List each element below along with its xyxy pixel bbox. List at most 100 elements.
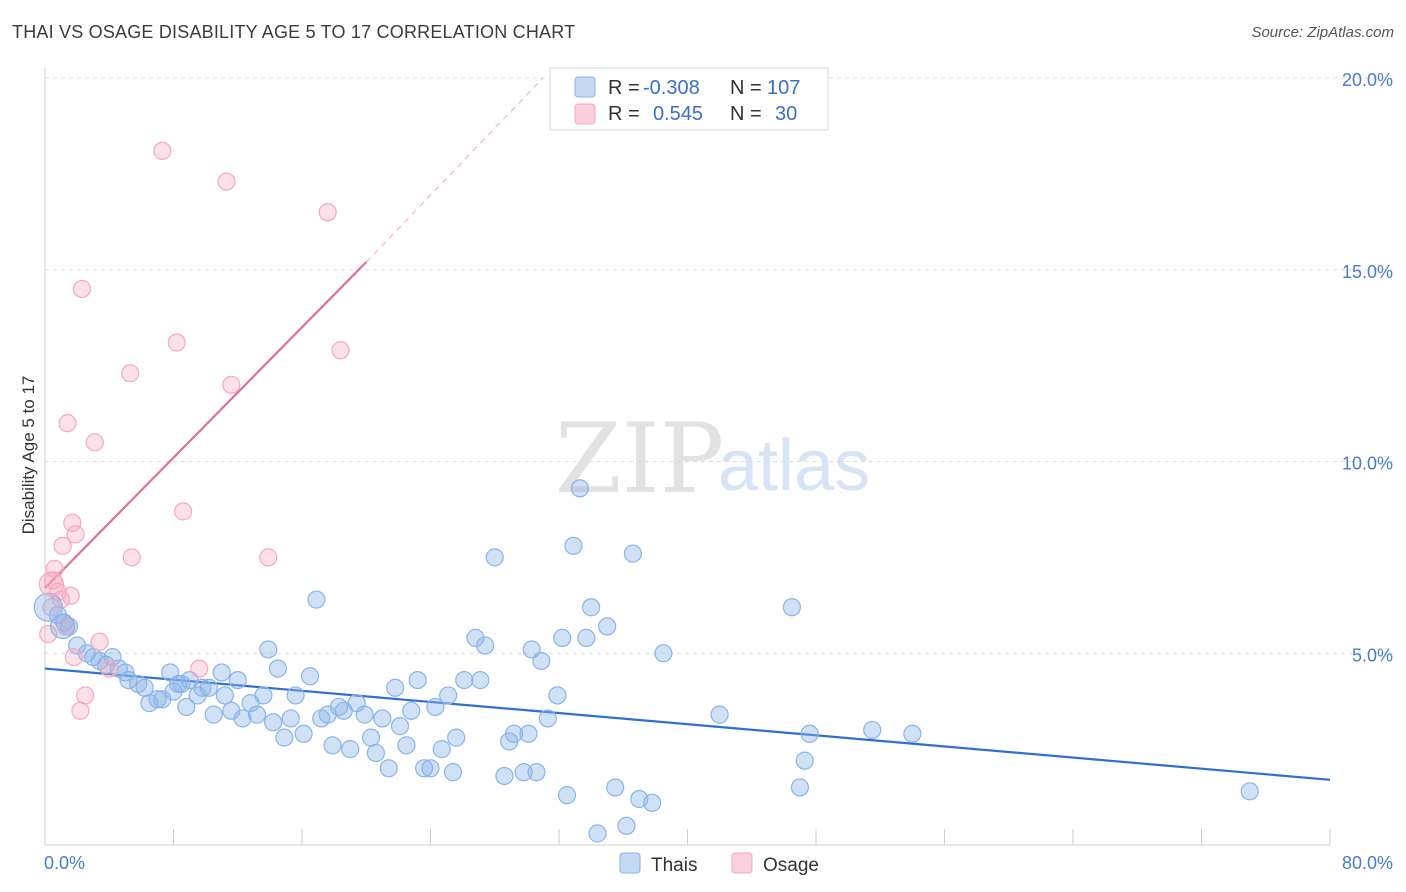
data-point-thais-large	[33, 592, 63, 622]
data-point-thais	[476, 636, 495, 655]
data-point-thais	[538, 709, 557, 728]
data-point-thais	[281, 709, 300, 728]
data-point-thais	[199, 678, 218, 697]
data-point-thais	[514, 763, 533, 782]
data-point-osage	[259, 548, 278, 567]
data-point-thais	[204, 705, 223, 724]
y-tick-label: 20.0%	[1342, 70, 1393, 90]
data-point-thais	[795, 751, 814, 770]
data-point-osage	[217, 172, 236, 191]
data-point-thais	[373, 709, 392, 728]
data-point-osage	[45, 559, 64, 578]
data-point-thais	[570, 479, 589, 498]
data-point-thais	[148, 690, 167, 709]
y-axis-label: Disability Age 5 to 17	[19, 376, 38, 535]
grid-lines	[45, 77, 1395, 654]
data-point-thais	[307, 590, 326, 609]
data-point-thais	[522, 640, 541, 659]
data-point-thais-large	[50, 613, 76, 640]
legend-swatch-thais	[574, 76, 596, 98]
data-point-thais	[447, 728, 466, 747]
legend-n-value-osage: 30	[775, 103, 797, 125]
bottom-legend-swatch-thais	[619, 852, 641, 874]
data-point-osage	[153, 141, 172, 160]
data-point-osage	[222, 375, 241, 394]
data-point-osage	[90, 632, 109, 651]
legend-swatch-osage	[574, 103, 596, 125]
data-points	[33, 141, 1259, 843]
data-point-thais	[397, 736, 416, 755]
data-point-thais	[268, 659, 288, 678]
chart-title: THAI VS OSAGE DISABILITY AGE 5 TO 17 COR…	[12, 22, 576, 42]
watermark-atlas: atlas	[718, 426, 870, 506]
data-point-thais	[341, 740, 360, 759]
data-point-osage	[66, 525, 85, 544]
data-point-osage	[53, 536, 72, 555]
data-point-thais	[169, 674, 188, 694]
data-point-thais	[485, 548, 504, 567]
bottom-legend-label-osage: Osage	[763, 855, 819, 876]
data-point-osage	[64, 647, 84, 667]
data-point-osage	[63, 513, 82, 532]
data-point-thais	[557, 786, 577, 805]
data-point-osage	[42, 598, 61, 617]
data-point-thais	[564, 536, 583, 555]
data-point-thais	[254, 686, 273, 705]
data-point-thais	[215, 686, 234, 705]
legend-n-value-thais: 107	[767, 77, 800, 99]
data-point-thais	[800, 724, 819, 743]
x-tick-label-max: 80.0%	[1342, 853, 1393, 873]
data-point-thais	[426, 697, 445, 717]
data-point-thais	[233, 709, 252, 728]
data-point-thais	[471, 670, 490, 690]
data-point-osage	[100, 659, 119, 678]
data-point-thais	[402, 701, 421, 720]
data-point-thais	[286, 686, 305, 705]
data-point-thais	[643, 793, 662, 812]
data-point-thais	[386, 678, 405, 697]
y-tick-label: 15.0%	[1342, 262, 1393, 282]
y-tick-label: 5.0%	[1352, 645, 1393, 665]
data-point-thais	[1240, 782, 1259, 801]
data-point-osage	[85, 433, 104, 452]
data-point-osage	[72, 279, 92, 299]
data-point-thais	[361, 728, 381, 747]
bottom-legend-swatch-osage	[731, 852, 753, 874]
data-point-thais	[623, 544, 642, 563]
data-point-osage	[122, 548, 141, 567]
legend-n-label-thais: N =	[730, 77, 762, 99]
data-point-osage	[76, 686, 95, 705]
trend-line-osage-extension	[365, 77, 544, 263]
data-point-thais	[598, 617, 617, 636]
data-point-thais	[119, 670, 138, 690]
trend-lines	[44, 77, 1331, 781]
data-point-thais	[455, 670, 474, 690]
data-point-osage	[167, 333, 186, 352]
data-point-thais	[263, 713, 283, 732]
data-point-thais	[519, 724, 538, 743]
bottom-legend: Thais Osage	[619, 852, 819, 876]
data-point-thais	[259, 640, 278, 659]
data-point-thais	[548, 686, 567, 705]
legend-r-label-thais: R =	[608, 77, 640, 99]
data-point-thais	[466, 628, 485, 648]
data-point-thais	[390, 717, 410, 736]
data-point-thais	[355, 705, 374, 724]
data-point-thais	[323, 736, 342, 755]
data-point-thais	[103, 647, 122, 667]
data-point-thais	[710, 705, 729, 724]
data-point-osage	[58, 414, 77, 433]
data-point-thais	[300, 667, 320, 686]
data-point-thais	[212, 663, 231, 682]
legend-n-label-osage: N =	[730, 103, 762, 125]
data-point-thais	[275, 728, 294, 747]
data-point-thais	[790, 778, 810, 797]
data-point-thais	[606, 778, 625, 797]
data-point-thais	[527, 763, 546, 782]
data-point-thais	[654, 644, 673, 663]
axes: 5.0% 10.0% 15.0% 20.0%	[44, 68, 1393, 846]
legend-box: R = -0.308 N = 107 R = 0.545 N = 30	[549, 67, 829, 131]
data-point-osage	[331, 341, 350, 360]
bottom-legend-label-thais: Thais	[651, 855, 697, 876]
